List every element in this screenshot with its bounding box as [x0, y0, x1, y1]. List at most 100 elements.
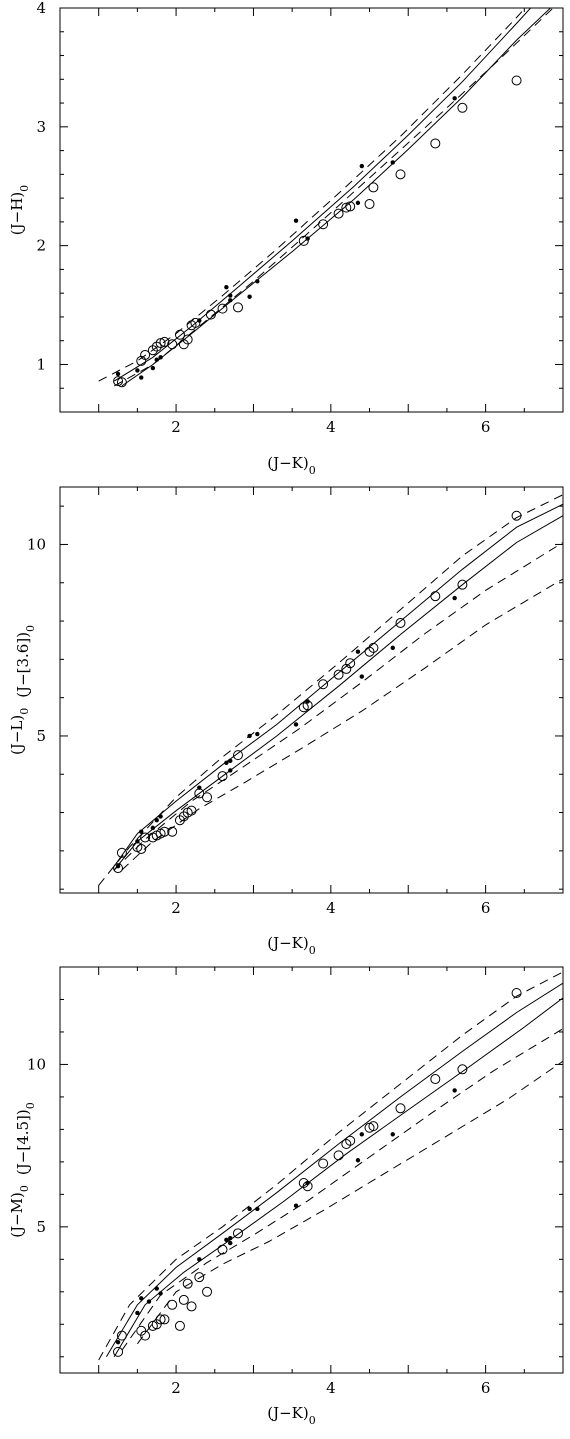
data-point-filled — [228, 298, 233, 303]
y-tick-label: 5 — [36, 727, 46, 745]
y-tick-label: 10 — [27, 1055, 46, 1073]
data-point-open — [430, 1074, 441, 1085]
data-point-filled — [228, 1240, 233, 1246]
data-point-open — [298, 235, 309, 246]
data-point-open — [140, 1330, 151, 1341]
data-point-filled — [197, 318, 202, 323]
y-tick-label: 4 — [36, 0, 46, 17]
data-point-filled — [293, 1203, 299, 1208]
data-point-open — [333, 208, 344, 219]
y-tick-label: 5 — [36, 1218, 46, 1236]
data-point-open — [190, 317, 201, 328]
data-point-filled — [452, 595, 457, 601]
y-axis-label: (J−H)0 — [8, 185, 31, 235]
data-point-filled — [154, 357, 159, 362]
data-point-filled — [355, 200, 361, 206]
data-point-open — [174, 815, 185, 826]
x-axis-label-subscript: 0 — [309, 944, 316, 957]
data-point-open — [202, 792, 213, 803]
data-point-open — [116, 377, 127, 388]
data-point-filled — [390, 160, 395, 165]
data-point-open — [202, 1286, 213, 1297]
plot-frame — [59, 7, 564, 413]
model-curve-solid — [113, 997, 563, 1358]
data-point-open — [140, 832, 151, 843]
x-axis-label: (J−K)0 — [267, 454, 316, 477]
data-point-filled — [150, 825, 156, 831]
x-axis-label-main: (J−K) — [267, 1404, 309, 1422]
y-axis-label: (J−M)0(J−[4.5])0 — [8, 1102, 37, 1238]
data-point-open — [368, 182, 379, 193]
model-curve-solid — [113, 8, 532, 382]
data-point-filled — [158, 814, 163, 819]
data-point-open — [186, 1301, 197, 1312]
data-point-open — [178, 1294, 189, 1305]
model-curve-solid — [113, 515, 563, 871]
data-point-open — [333, 669, 344, 680]
data-point-open — [205, 309, 216, 320]
x-axis-label: (J−K)0 — [267, 1404, 316, 1427]
data-point-open — [136, 843, 147, 854]
data-point-open — [151, 341, 162, 352]
data-point-filled — [255, 731, 260, 737]
data-point-filled — [228, 758, 233, 764]
data-point-filled — [146, 1299, 152, 1304]
model-curve-solid — [105, 982, 563, 1358]
data-point-filled — [390, 1132, 395, 1137]
data-point-filled — [115, 863, 121, 869]
data-point-filled — [135, 368, 140, 373]
data-point-filled — [255, 1206, 260, 1212]
y-axis-label-main: (J−[3.6]) — [14, 632, 32, 698]
data-point-filled — [255, 279, 260, 284]
y-axis-label-main: (J−H) — [8, 192, 26, 235]
data-point-filled — [135, 1310, 140, 1316]
data-point-open — [395, 1103, 406, 1114]
plot-frame — [59, 486, 564, 894]
data-point-open — [395, 617, 406, 628]
model-curve-dashed — [121, 1028, 563, 1351]
y-axis-label-subscript: 0 — [24, 1102, 37, 1109]
x-tick-label: 6 — [481, 1379, 491, 1397]
data-point-filled — [115, 371, 121, 377]
model-curve-dashed — [98, 494, 563, 886]
x-tick-label: 2 — [171, 1379, 181, 1397]
data-point-filled — [228, 768, 233, 773]
data-point-open — [194, 1272, 205, 1283]
data-point-open — [457, 1064, 468, 1075]
data-point-open — [116, 1330, 127, 1341]
data-point-filled — [158, 355, 163, 360]
data-point-open — [174, 1320, 185, 1331]
data-point-filled — [115, 1339, 121, 1345]
data-point-open — [159, 336, 170, 347]
data-point-open — [341, 1139, 352, 1150]
data-point-open — [116, 847, 127, 858]
data-point-open — [511, 987, 522, 998]
data-point-open — [341, 663, 352, 674]
data-point-filled — [247, 1206, 252, 1212]
data-point-filled — [305, 1180, 310, 1186]
data-point-open — [368, 642, 379, 653]
y-axis-label-main: (J−L) — [8, 715, 26, 755]
data-point-open — [457, 102, 468, 113]
data-point-filled — [247, 733, 252, 739]
x-tick-label: 2 — [171, 418, 181, 436]
data-point-filled — [452, 96, 457, 101]
data-point-filled — [135, 839, 140, 844]
y-axis-label-subscript: 0 — [18, 185, 31, 192]
data-point-filled — [305, 236, 310, 241]
data-point-filled — [293, 722, 299, 727]
data-point-filled — [154, 1286, 159, 1291]
data-point-filled — [359, 674, 364, 679]
data-point-open — [217, 1244, 228, 1255]
x-tick-label: 2 — [171, 899, 181, 917]
model-curve-dashed — [98, 8, 526, 382]
data-point-open — [364, 199, 375, 210]
data-point-filled — [228, 293, 233, 298]
data-point-filled — [150, 365, 156, 371]
data-point-open — [457, 579, 468, 590]
data-point-open — [318, 679, 329, 690]
data-point-open — [159, 826, 170, 837]
